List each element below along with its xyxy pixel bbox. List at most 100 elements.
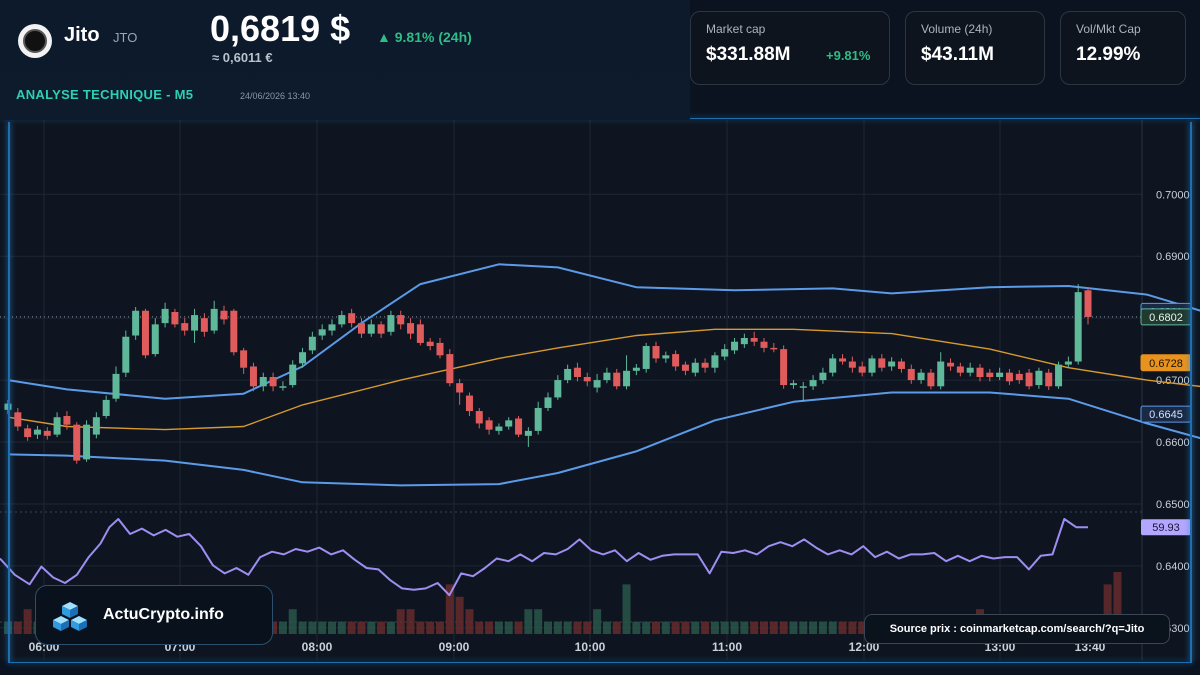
volume-bar <box>328 621 336 634</box>
candle-body <box>505 420 513 427</box>
volume-bar <box>544 621 552 634</box>
coin-name: Jito <box>64 24 100 46</box>
candle-body <box>976 367 984 377</box>
candle-body <box>1025 372 1033 387</box>
candle-body <box>191 315 199 331</box>
volume-bar <box>789 621 798 634</box>
card-change: +9.81% <box>826 48 871 63</box>
candle-body <box>897 361 905 369</box>
market-cap-card: Market cap $331.88M +9.81% <box>690 11 890 85</box>
candle-body <box>259 376 267 387</box>
card-label: Vol/Mkt Cap <box>1076 22 1141 36</box>
candle-body <box>446 354 454 384</box>
volume-bar <box>769 621 778 634</box>
candle-body <box>367 324 375 334</box>
volume-bar <box>661 621 670 634</box>
volume-bar <box>563 621 572 634</box>
brand-badge[interactable]: ActuCrypto.info <box>35 585 273 645</box>
candle-body <box>14 412 22 427</box>
volume-bar <box>720 621 729 634</box>
candle-body <box>426 341 434 347</box>
y-tick-label: 0.6600 <box>1156 437 1190 449</box>
volume-bar <box>13 621 22 634</box>
candle-body <box>750 337 758 342</box>
candle-body <box>515 418 523 435</box>
candle-body <box>603 372 611 381</box>
candle-body <box>819 372 827 381</box>
candle-body <box>789 383 797 386</box>
candle-body <box>495 426 503 431</box>
y-tick-label: 0.6400 <box>1156 561 1190 573</box>
volume-card: Volume (24h) $43.11M <box>905 11 1045 85</box>
candle-body <box>407 323 415 334</box>
candle-body <box>122 336 130 373</box>
candle-body <box>593 380 601 388</box>
volume-bar <box>730 621 739 634</box>
candle-body <box>289 364 297 386</box>
candle-body <box>240 350 248 368</box>
candle-body <box>740 337 748 345</box>
candle-body <box>348 313 356 324</box>
volume-bar <box>1103 584 1112 634</box>
candle-body <box>416 324 424 343</box>
candle-body <box>721 349 729 357</box>
candle-body <box>269 376 277 387</box>
candle-body <box>377 324 385 334</box>
candle-body <box>1045 372 1053 387</box>
candle-body <box>632 367 640 371</box>
volume-bar <box>445 584 454 634</box>
volume-bar <box>1113 572 1122 634</box>
card-value: $331.88M <box>706 44 791 65</box>
card-label: Market cap <box>706 22 766 36</box>
candle-body <box>534 407 542 431</box>
volume-bar <box>396 609 405 634</box>
volume-bar <box>622 584 631 634</box>
candle-body <box>564 368 572 381</box>
volume-bar <box>799 621 808 634</box>
candle-body <box>456 383 464 393</box>
coin-ticker: JTO <box>113 30 138 45</box>
candle-body <box>171 311 179 325</box>
candle-body <box>623 370 631 387</box>
candle-body <box>770 347 778 350</box>
volume-bar <box>848 621 857 634</box>
volume-bar <box>642 621 651 634</box>
candle-body <box>691 362 699 373</box>
candle-body <box>161 308 169 324</box>
candle-body <box>731 341 739 351</box>
volume-bar <box>691 621 700 634</box>
volume-bar <box>632 621 641 634</box>
price-badge-label: 0.6728 <box>1149 358 1183 370</box>
candle-body <box>328 324 336 331</box>
candle-body <box>318 329 326 336</box>
price-eur: ≈ 0,6011 € <box>212 50 273 65</box>
candle-body <box>681 364 689 371</box>
candle-body <box>73 424 81 461</box>
candle-body <box>1005 372 1013 382</box>
volume-bar <box>288 609 297 634</box>
bollinger-lower-line <box>7 391 1200 487</box>
source-label[interactable]: Source prix : coinmarketcap.com/search/?… <box>864 614 1170 644</box>
candle-body <box>848 361 856 368</box>
candle-body <box>839 358 847 362</box>
candle-body <box>652 346 660 359</box>
candle-body <box>1035 370 1043 386</box>
volume-bar <box>436 621 444 634</box>
candle-body <box>907 368 915 381</box>
y-tick-label: 0.7000 <box>1156 189 1190 201</box>
volume-bar <box>681 621 690 634</box>
volume-bar <box>553 621 562 634</box>
candle-body <box>249 366 257 387</box>
volume-bar <box>377 621 386 634</box>
candle-body <box>1074 292 1082 362</box>
candle-body <box>760 341 768 348</box>
candle-body <box>63 416 71 425</box>
volume-bar <box>534 609 543 634</box>
candle-body <box>583 376 591 382</box>
analysis-date: 24/06/2026 13:40 <box>240 91 311 101</box>
candle-body <box>966 367 974 373</box>
coin-header: Jito JTO 0,6819 $ ▲ 9.81% (24h) ≈ 0,6011… <box>0 0 690 120</box>
price-change: ▲ 9.81% (24h) <box>377 29 472 45</box>
